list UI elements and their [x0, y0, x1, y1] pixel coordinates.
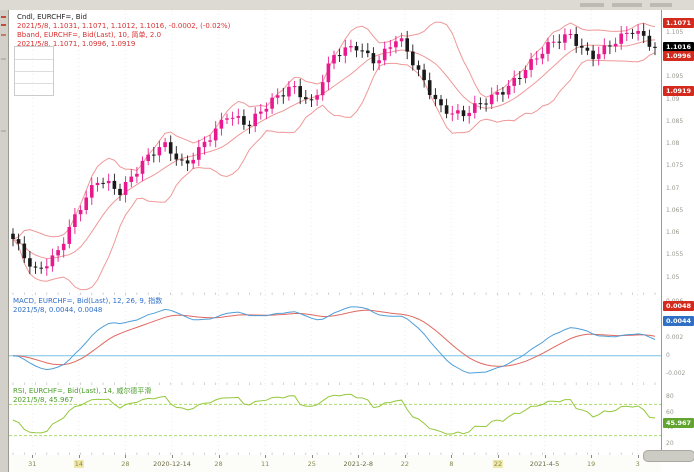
price-panel[interactable]: Cndl, EURCHF=, Bid 2021/5/8, 1.1031, 1.1… [9, 10, 661, 296]
price-tick-label: 1.095 [666, 73, 684, 81]
macd-tick-label: 0.002 [666, 333, 684, 341]
macd-label: MACD, EURCHF=, Bid(Last), 12, 26, 9, 指数 [13, 297, 163, 305]
bband-label: Bband, EURCHF=, Bid(Last), 10, 简单, 2.0 [17, 31, 162, 39]
time-tick-label: 2021-4-5 [529, 460, 560, 468]
rsi-values: 2021/5/8, 45.967 [13, 396, 74, 404]
legend-box [14, 46, 54, 96]
time-tick-label: 3 [635, 460, 640, 468]
time-tick-label: 8 [449, 460, 454, 468]
time-tick [637, 455, 639, 458]
candlestick-chart [11, 10, 657, 295]
time-tick [311, 455, 313, 458]
price-tick-label: 1.06 [666, 229, 680, 237]
macd-badge: 0.0048 [663, 301, 694, 312]
price-tick-label: 1.085 [666, 117, 684, 125]
time-tick-label: 11 [261, 460, 270, 468]
rsi-chart [9, 385, 661, 455]
rsi-tick-label: 20 [666, 439, 674, 447]
time-tick [591, 455, 593, 458]
time-axis[interactable]: 31 14 28 2020-12-14 28 11 25 2021-2-8 22 8 22 2021-… [9, 455, 661, 472]
rsi-tick-label: 80 [666, 393, 674, 401]
macd-panel[interactable]: MACD, EURCHF=, Bid(Last), 12, 26, 9, 指数 … [9, 295, 661, 386]
price-tick-label: 1.065 [666, 206, 684, 214]
window-left-chrome [0, 10, 8, 472]
price-tick-label: 1.055 [666, 251, 684, 259]
horizontal-scrollbar[interactable] [643, 450, 694, 462]
price-axis[interactable]: 1.1051.11.0951.091.0851.081.0751.071.065… [661, 10, 694, 455]
macd-values: 2021/5/8, 0.0044, 0.0048 [13, 306, 103, 314]
time-tick-label: 22 [400, 460, 409, 468]
price-badge: 1.0919 [663, 85, 694, 96]
chart-legend: Cndl, EURCHF=, Bid 2021/5/8, 1.1031, 1.1… [17, 13, 230, 49]
macd-tick-label: -0.002 [666, 370, 686, 378]
time-tick [32, 455, 34, 458]
price-tick-label: 1.105 [666, 28, 684, 36]
price-tick-label: 1.08 [666, 140, 680, 148]
macd-tick-label: 0.006 [666, 298, 683, 305]
time-tick [404, 455, 406, 458]
time-tick [125, 455, 127, 458]
left-chrome-mark [1, 130, 6, 132]
price-tick-label: 1.05 [666, 273, 680, 281]
time-tick [544, 455, 546, 458]
rsi-legend: RSI, EURCHF=, Bid(Last), 14, 威尔德平滑 2021/… [13, 387, 151, 405]
time-tick [451, 455, 453, 458]
price-tick-label: 1.09 [666, 95, 680, 103]
chrome-fragment [612, 3, 642, 7]
time-tick-label: 31 [28, 460, 37, 468]
instrument-title: Cndl, EURCHF=, Bid [17, 13, 87, 21]
time-tick [218, 455, 220, 458]
price-badge: 1.1016 [663, 42, 694, 53]
time-tick-label: 14 [73, 460, 84, 468]
rsi-panel[interactable]: RSI, EURCHF=, Bid(Last), 14, 威尔德平滑 2021/… [9, 385, 661, 456]
bband-values: 2021/5/8, 1.1071, 1.0996, 1.0919 [17, 40, 136, 48]
time-tick [358, 455, 360, 458]
left-chrome-mark [1, 24, 6, 26]
time-tick [172, 455, 173, 458]
price-tick-label: 1.07 [666, 184, 680, 192]
time-tick-label: 28 [121, 460, 130, 468]
chart-window: Cndl, EURCHF=, Bid 2021/5/8, 1.1031, 1.1… [8, 10, 694, 472]
time-tick-label: 2020-12-14 [153, 460, 191, 468]
chrome-fragment [580, 3, 604, 7]
macd-tick-label: 0 [666, 352, 670, 360]
price-badge: 1.1071 [663, 17, 694, 28]
left-chrome-mark [1, 58, 6, 60]
macd-badge: 0.0044 [663, 316, 694, 327]
rsi-badge: 45.967 [663, 418, 694, 429]
price-tick-label: 1.075 [666, 162, 684, 170]
time-tick-label: 2021-2-8 [343, 460, 374, 468]
time-tick-label: 25 [307, 460, 316, 468]
time-tick-label: 22 [492, 460, 504, 468]
ohlc-readout: 2021/5/8, 1.1031, 1.1071, 1.1012, 1.1016… [17, 22, 231, 30]
time-tick [498, 455, 499, 458]
macd-chart [9, 295, 661, 385]
rsi-tick-label: 60 [666, 408, 674, 416]
left-chrome-mark [1, 34, 6, 36]
time-tick-label: 19 [587, 460, 596, 468]
time-tick-label: 28 [214, 460, 223, 468]
left-chrome-mark [1, 16, 6, 18]
macd-legend: MACD, EURCHF=, Bid(Last), 12, 26, 9, 指数 … [13, 297, 162, 315]
rsi-label: RSI, EURCHF=, Bid(Last), 14, 威尔德平滑 [13, 387, 152, 395]
chrome-fragment [650, 3, 672, 7]
time-tick [265, 455, 267, 458]
price-badge: 1.0996 [663, 51, 694, 62]
time-tick [78, 455, 80, 458]
